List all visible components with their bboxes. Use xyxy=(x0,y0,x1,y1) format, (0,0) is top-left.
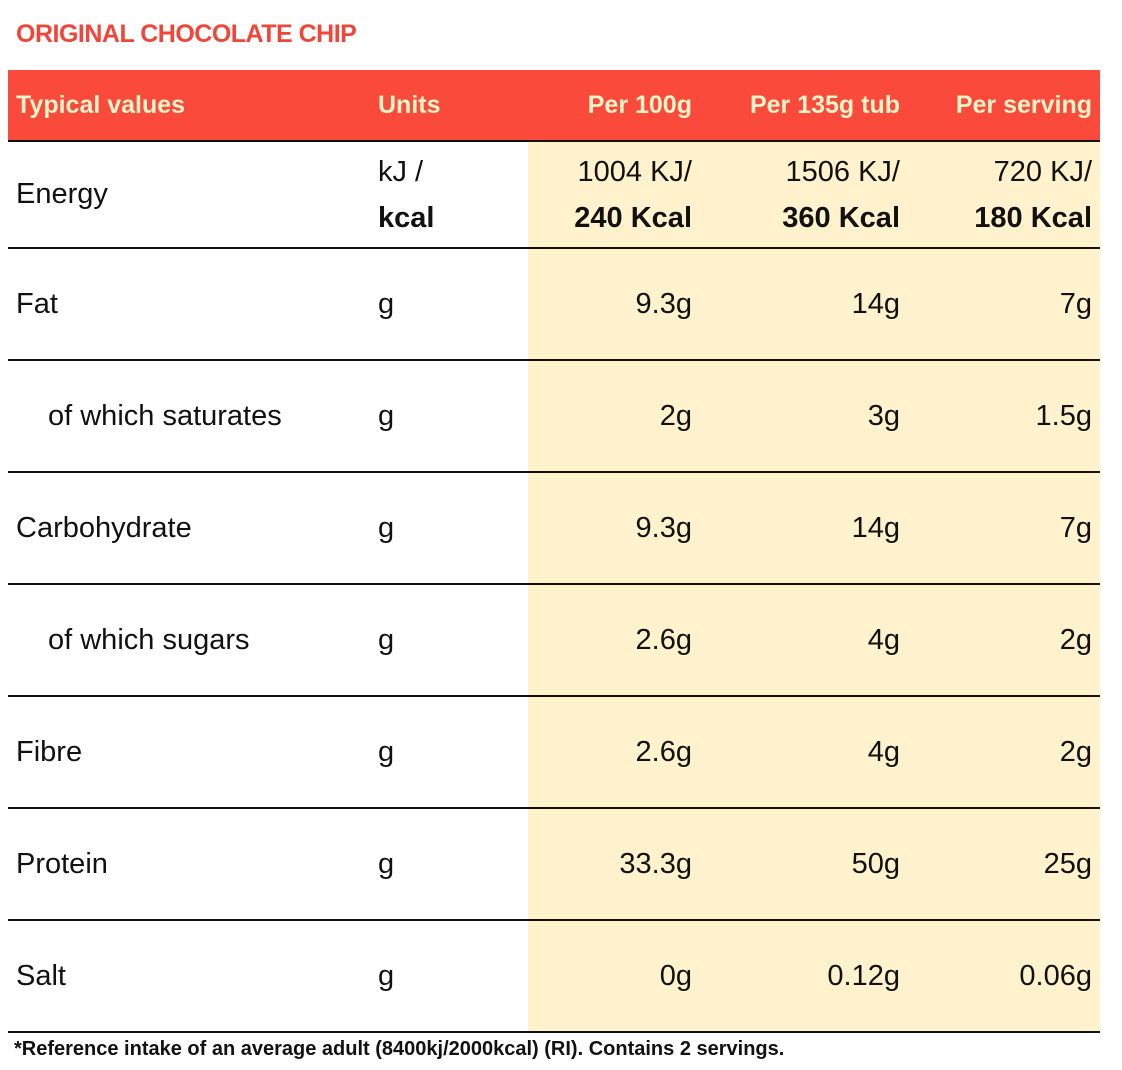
row-label: Fibre xyxy=(8,695,370,808)
cell: 7g xyxy=(908,247,1100,360)
cell-line: 1004 KJ/ xyxy=(577,155,692,188)
table-row: of which saturates g 2g 3g 1.5g xyxy=(8,359,1100,472)
cell: 2g xyxy=(908,583,1100,696)
cell: 14g xyxy=(700,247,908,360)
cell: 14g xyxy=(700,471,908,584)
cell: g xyxy=(370,919,528,1033)
table-body: Energy kJ / kcal 1004 KJ/240 Kcal 1506 KJ/36… xyxy=(8,140,1100,1033)
cell: 2g xyxy=(908,695,1100,808)
cell: 0g xyxy=(528,919,700,1033)
cell: g xyxy=(370,583,528,696)
column-header: Per serving xyxy=(908,70,1100,141)
table-row: Carbohydrate g 9.3g 14g 7g xyxy=(8,471,1100,584)
column-header: Per 100g xyxy=(528,70,700,141)
nutrition-table: Typical values Units Per 100g Per 135g tub P… xyxy=(8,70,1100,1033)
cell-line-bold: 360 Kcal xyxy=(782,201,900,234)
cell: 25g xyxy=(908,807,1100,920)
row-label: Energy xyxy=(8,140,370,248)
header-row: Typical values Units Per 100g Per 135g tub P… xyxy=(8,70,1100,141)
cell: 9.3g xyxy=(528,471,700,584)
table-row: of which sugars g 2.6g 4g 2g xyxy=(8,583,1100,696)
table-row: Fat g 9.3g 14g 7g xyxy=(8,247,1100,360)
cell: 2.6g xyxy=(528,583,700,696)
cell: g xyxy=(370,695,528,808)
table-row: Fibre g 2.6g 4g 2g xyxy=(8,695,1100,808)
row-label: Fat xyxy=(8,247,370,360)
cell: 2g xyxy=(528,359,700,472)
table-row: Protein g 33.3g 50g 25g xyxy=(8,807,1100,920)
column-header: Typical values xyxy=(8,70,370,141)
row-label: Carbohydrate xyxy=(8,471,370,584)
cell: 9.3g xyxy=(528,247,700,360)
cell: kJ / kcal xyxy=(370,140,528,248)
cell: 2.6g xyxy=(528,695,700,808)
cell-line: kJ / xyxy=(378,155,424,188)
cell: 7g xyxy=(908,471,1100,584)
cell-line-bold: 240 Kcal xyxy=(574,201,692,234)
row-label: Salt xyxy=(8,919,370,1033)
cell: 1506 KJ/360 Kcal xyxy=(700,140,908,248)
cell: 50g xyxy=(700,807,908,920)
cell: 4g xyxy=(700,695,908,808)
cell: 1004 KJ/240 Kcal xyxy=(528,140,700,248)
cell: g xyxy=(370,471,528,584)
table-row: Energy kJ / kcal 1004 KJ/240 Kcal 1506 KJ/36… xyxy=(8,140,1100,248)
row-label: of which saturates xyxy=(8,359,370,472)
cell: 0.12g xyxy=(700,919,908,1033)
cell-line: 1506 KJ/ xyxy=(785,155,900,188)
cell: 3g xyxy=(700,359,908,472)
column-header: Units xyxy=(370,70,528,141)
column-header: Per 135g tub xyxy=(700,70,908,141)
cell: g xyxy=(370,359,528,472)
cell: 33.3g xyxy=(528,807,700,920)
row-label: Protein xyxy=(8,807,370,920)
cell-line-bold: 180 Kcal xyxy=(974,201,1092,234)
cell: g xyxy=(370,247,528,360)
row-label: of which sugars xyxy=(8,583,370,696)
cell: 720 KJ/180 Kcal xyxy=(908,140,1100,248)
table-row: Salt g 0g 0.12g 0.06g xyxy=(8,919,1100,1033)
footnote: *Reference intake of an average adult (8… xyxy=(14,1038,785,1060)
title: ORIGINAL CHOCOLATE CHIP xyxy=(16,20,357,48)
cell: g xyxy=(370,807,528,920)
cell: 1.5g xyxy=(908,359,1100,472)
cell-line: 720 KJ/ xyxy=(993,155,1092,188)
cell-line-bold: kcal xyxy=(378,201,435,234)
cell: 4g xyxy=(700,583,908,696)
cell: 0.06g xyxy=(908,919,1100,1033)
